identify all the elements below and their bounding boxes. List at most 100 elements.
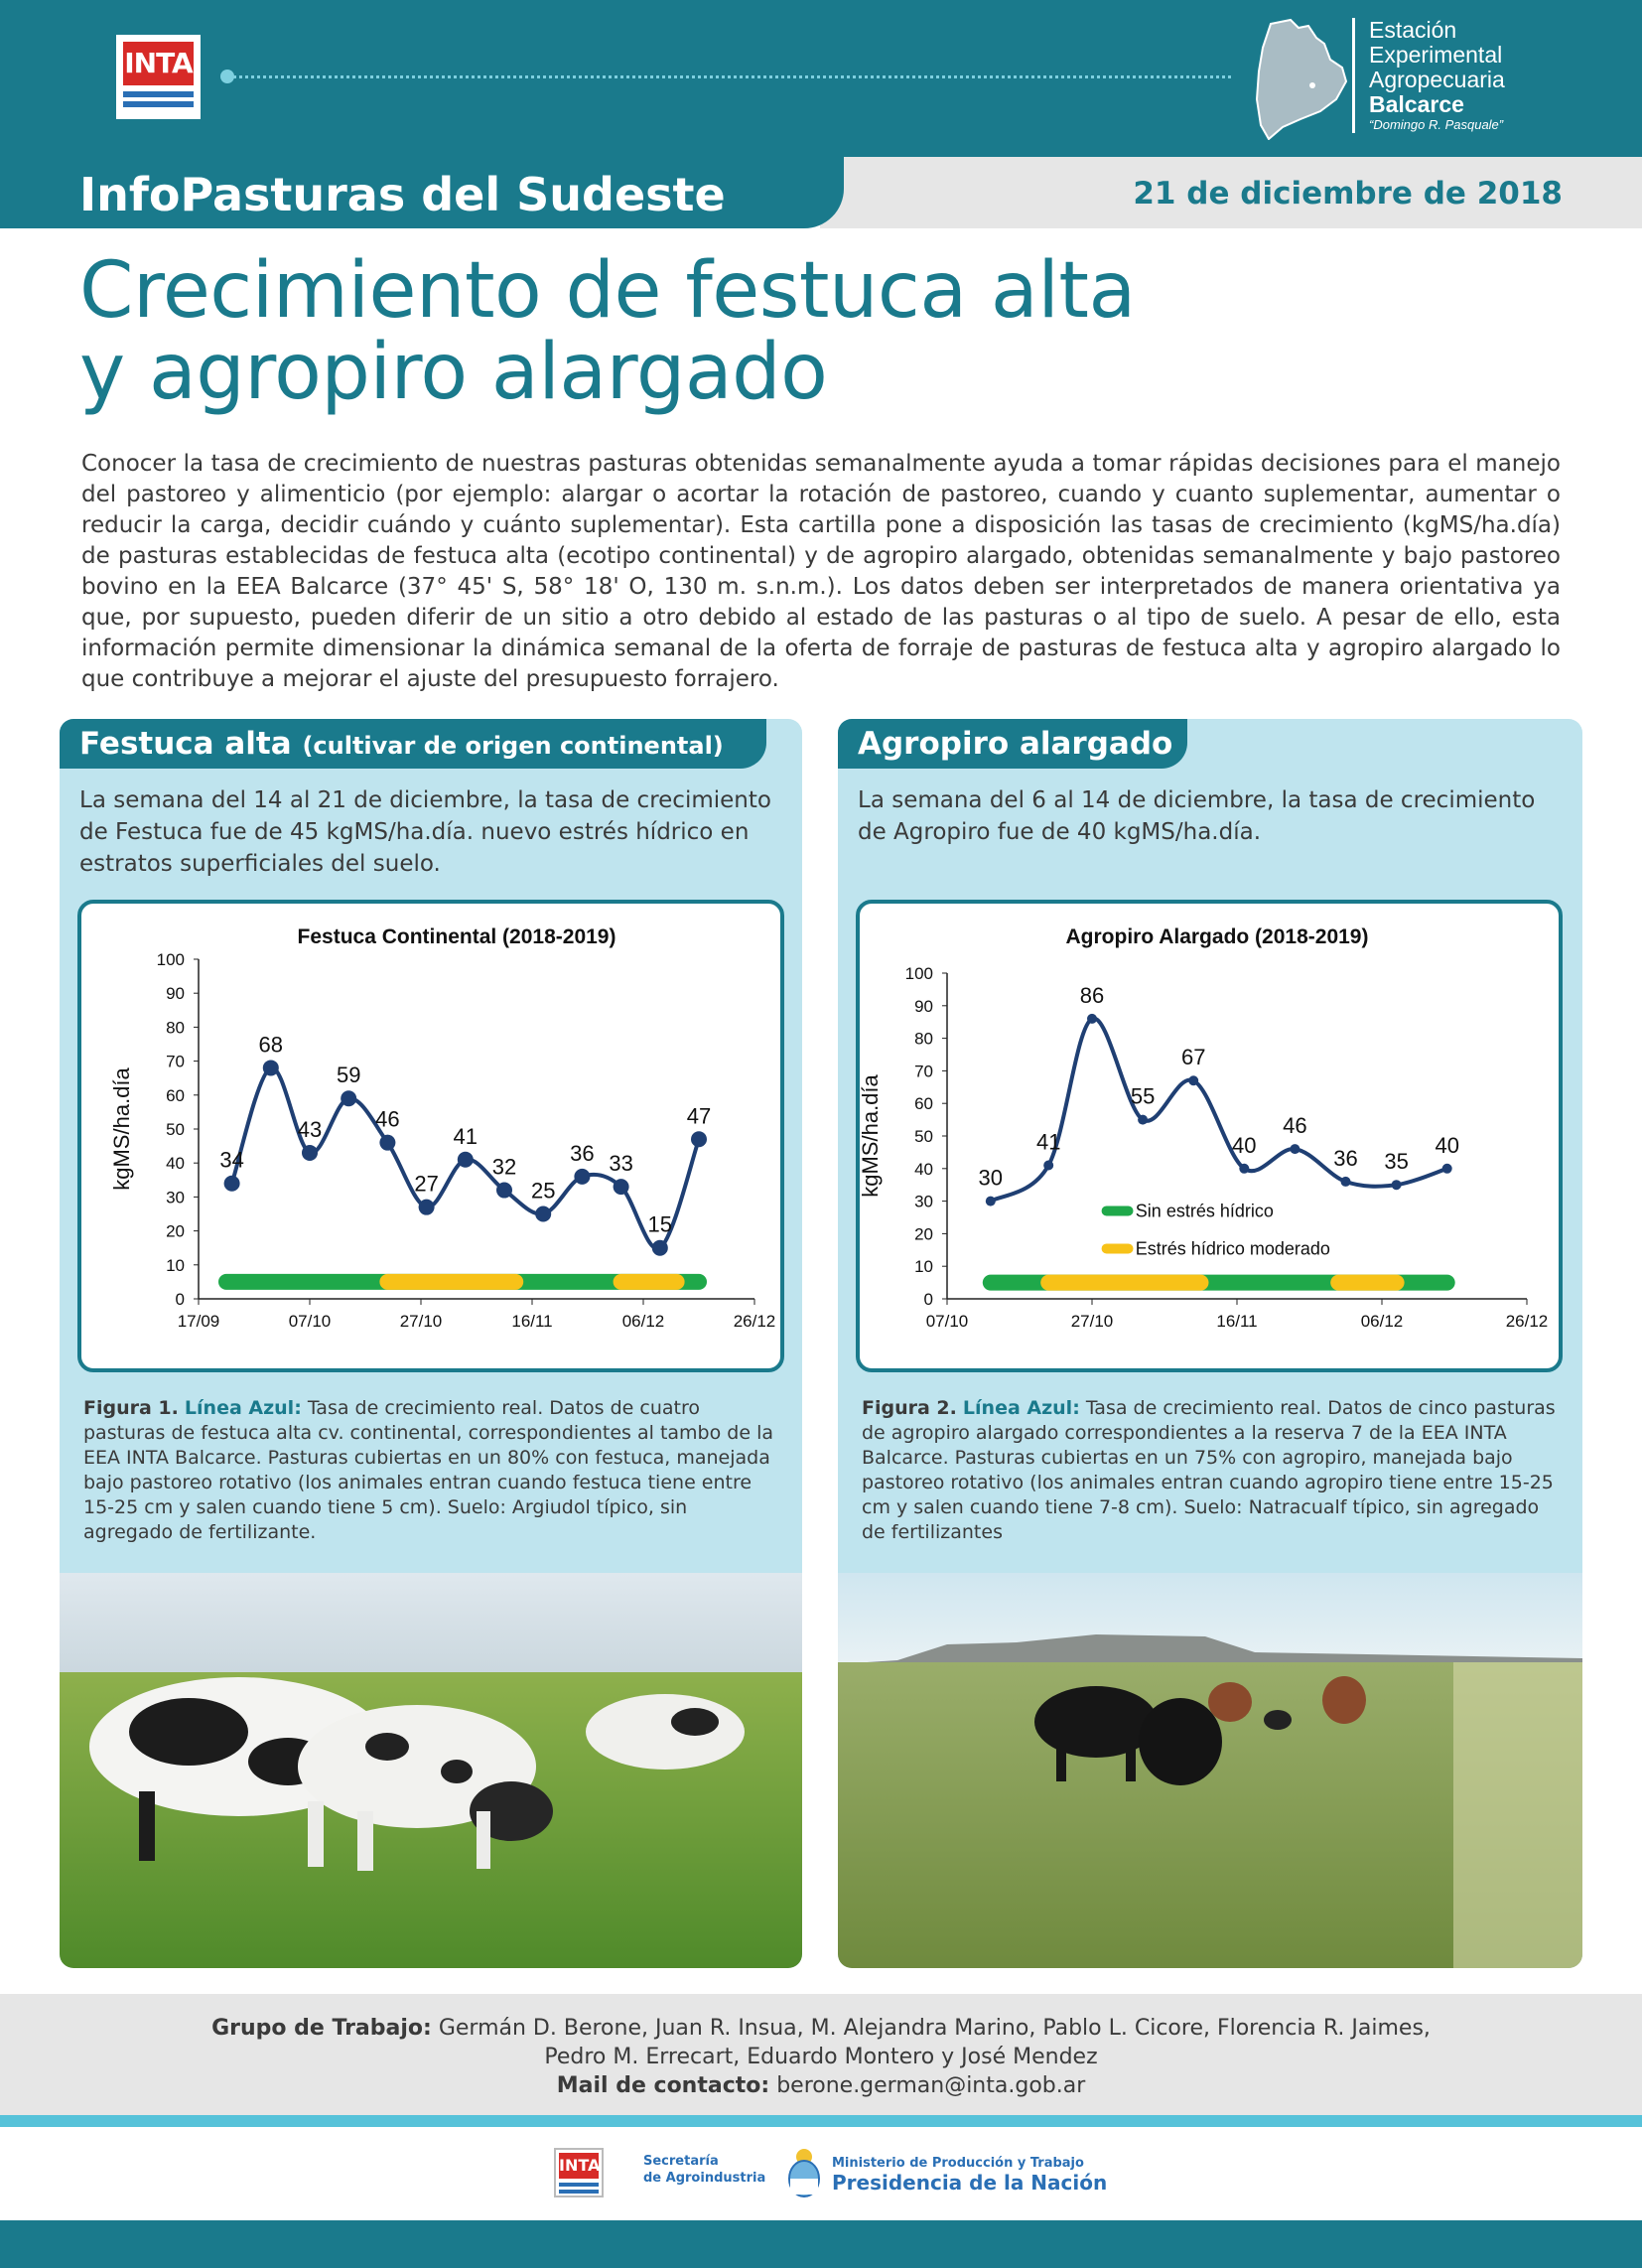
festuca-panel: Festuca alta (cultivar de origen contine… xyxy=(60,719,802,1968)
data-label: 25 xyxy=(531,1179,555,1204)
data-label: 43 xyxy=(298,1117,322,1142)
data-point xyxy=(341,1090,357,1107)
institution-subtitle: “Domingo R. Pasquale” xyxy=(1369,117,1504,132)
dotted-divider xyxy=(228,75,1231,78)
credits: Grupo de Trabajo: Germán D. Berone, Juan… xyxy=(126,2014,1516,2100)
institution-line: Experimental xyxy=(1369,42,1503,68)
x-tick-label: 17/09 xyxy=(178,1312,220,1331)
data-label: 55 xyxy=(1131,1084,1155,1109)
institution-line: Balcarce xyxy=(1369,91,1464,117)
bulletin-bar xyxy=(0,157,820,228)
y-tick-label: 70 xyxy=(914,1062,933,1080)
series-line xyxy=(989,1016,1448,1204)
data-label: 33 xyxy=(609,1151,632,1176)
y-tick-label: 90 xyxy=(914,997,933,1016)
festuca-tab-subtitle: (cultivar de origen continental) xyxy=(302,732,724,760)
x-tick-label: 27/10 xyxy=(400,1312,443,1331)
data-point xyxy=(1340,1176,1351,1187)
agropiro-tab-title: Agropiro alargado xyxy=(858,726,1173,762)
chart-title: Festuca Continental (2018-2019) xyxy=(298,925,616,948)
data-point xyxy=(1087,1013,1097,1024)
data-label: 41 xyxy=(454,1124,478,1149)
dairy-cows-photo xyxy=(60,1573,802,1968)
divider-dot xyxy=(220,70,234,83)
secretaria-line: de Agroindustria xyxy=(643,2171,766,2186)
group-members-cont: Pedro M. Errecart, Eduardo Montero y Jos… xyxy=(544,2045,1098,2069)
contact-email[interactable]: berone.german@inta.gob.ar xyxy=(776,2073,1086,2098)
data-point xyxy=(985,1196,996,1206)
y-tick-label: 10 xyxy=(914,1257,933,1276)
data-label: 27 xyxy=(414,1172,438,1197)
x-tick-label: 26/12 xyxy=(734,1312,776,1331)
date-bar xyxy=(820,157,1642,228)
logo-stripe xyxy=(123,101,194,107)
data-label: 34 xyxy=(219,1148,243,1173)
festuca-chart-box: Festuca Continental (2018-2019) kgMS/ha.d… xyxy=(77,900,784,1372)
data-point xyxy=(651,1239,668,1256)
y-tick-label: 40 xyxy=(166,1154,185,1173)
logo-stripe xyxy=(559,2183,599,2187)
festuca-summary: La semana del 14 al 21 de diciembre, la … xyxy=(79,787,771,877)
x-tick-label: 06/12 xyxy=(1361,1312,1404,1331)
data-label: 86 xyxy=(1080,983,1104,1008)
y-tick-label: 80 xyxy=(914,1030,933,1049)
y-tick-label: 0 xyxy=(176,1290,185,1309)
data-point xyxy=(613,1179,629,1196)
secretaria-line: Secretaría xyxy=(643,2154,719,2169)
data-point xyxy=(535,1205,552,1222)
institution-line: Estación xyxy=(1369,17,1457,43)
institution-line: Agropecuaria xyxy=(1369,67,1505,92)
data-point xyxy=(1188,1075,1199,1086)
group-members: Germán D. Berone, Juan R. Insua, M. Alej… xyxy=(438,2016,1431,2041)
y-tick-label: 100 xyxy=(905,964,933,983)
mail-label: Mail de contacto: xyxy=(556,2073,770,2098)
data-point xyxy=(1138,1114,1149,1125)
data-label: 68 xyxy=(259,1032,283,1057)
data-point xyxy=(1441,1163,1452,1174)
y-axis-label: kgMS/ha.día xyxy=(860,1073,883,1197)
y-tick-label: 100 xyxy=(157,950,185,969)
x-tick-label: 16/11 xyxy=(511,1312,552,1331)
legend-label: Sin estrés hídrico xyxy=(1136,1201,1274,1220)
bulletin-name: InfoPasturas del Sudeste xyxy=(79,168,726,221)
y-tick-label: 40 xyxy=(914,1160,933,1179)
data-label: 15 xyxy=(648,1212,672,1237)
festuca-panel-tab: Festuca alta (cultivar de origen contine… xyxy=(60,719,766,769)
y-tick-label: 60 xyxy=(914,1094,933,1113)
data-point xyxy=(1043,1160,1054,1171)
intro-paragraph: Conocer la tasa de crecimiento de nuestr… xyxy=(81,451,1561,692)
data-label: 36 xyxy=(1333,1146,1357,1171)
data-point xyxy=(418,1199,435,1215)
x-tick-label: 07/10 xyxy=(289,1312,332,1331)
issue-date: 21 de diciembre de 2018 xyxy=(1133,176,1563,212)
data-point xyxy=(302,1144,318,1161)
data-label: 47 xyxy=(687,1103,711,1128)
footer-divider xyxy=(0,2115,1642,2127)
agropiro-panel-tab: Agropiro alargado xyxy=(838,719,1187,769)
data-label: 36 xyxy=(570,1141,594,1166)
title-line: Crecimiento de festuca alta xyxy=(79,246,1136,336)
caption-line-label: Línea Azul: xyxy=(962,1397,1080,1419)
institution-name: Estación Experimental Agropecuaria Balca… xyxy=(1352,18,1600,133)
inta-logo: INTA xyxy=(116,35,201,119)
data-label: 46 xyxy=(375,1107,399,1132)
data-label: 46 xyxy=(1283,1113,1306,1138)
national-shield-icon xyxy=(788,2149,820,2197)
data-point xyxy=(379,1134,396,1151)
ministerio-logo: Ministerio de Producción y Trabajo Presi… xyxy=(832,2155,1107,2194)
ministerio-line: Presidencia de la Nación xyxy=(832,2171,1108,2195)
page-title: Crecimiento de festuca alta y agropiro a… xyxy=(79,250,1569,413)
x-tick-label: 06/12 xyxy=(622,1312,665,1331)
caption-figure-label: Figura 2. xyxy=(862,1397,957,1419)
y-tick-label: 50 xyxy=(166,1120,185,1139)
agropiro-panel: Agropiro alargado La semana del 6 al 14 … xyxy=(838,719,1582,1968)
y-tick-label: 50 xyxy=(914,1127,933,1146)
y-tick-label: 20 xyxy=(914,1224,933,1243)
header-bar xyxy=(0,0,1642,157)
x-tick-label: 16/11 xyxy=(1216,1312,1257,1331)
beef-cattle-photo xyxy=(838,1573,1582,1968)
x-tick-label: 07/10 xyxy=(926,1312,969,1331)
x-tick-label: 26/12 xyxy=(1506,1312,1549,1331)
agropiro-summary: La semana del 6 al 14 de diciembre, la t… xyxy=(858,787,1536,845)
logo-stripe xyxy=(123,91,194,97)
